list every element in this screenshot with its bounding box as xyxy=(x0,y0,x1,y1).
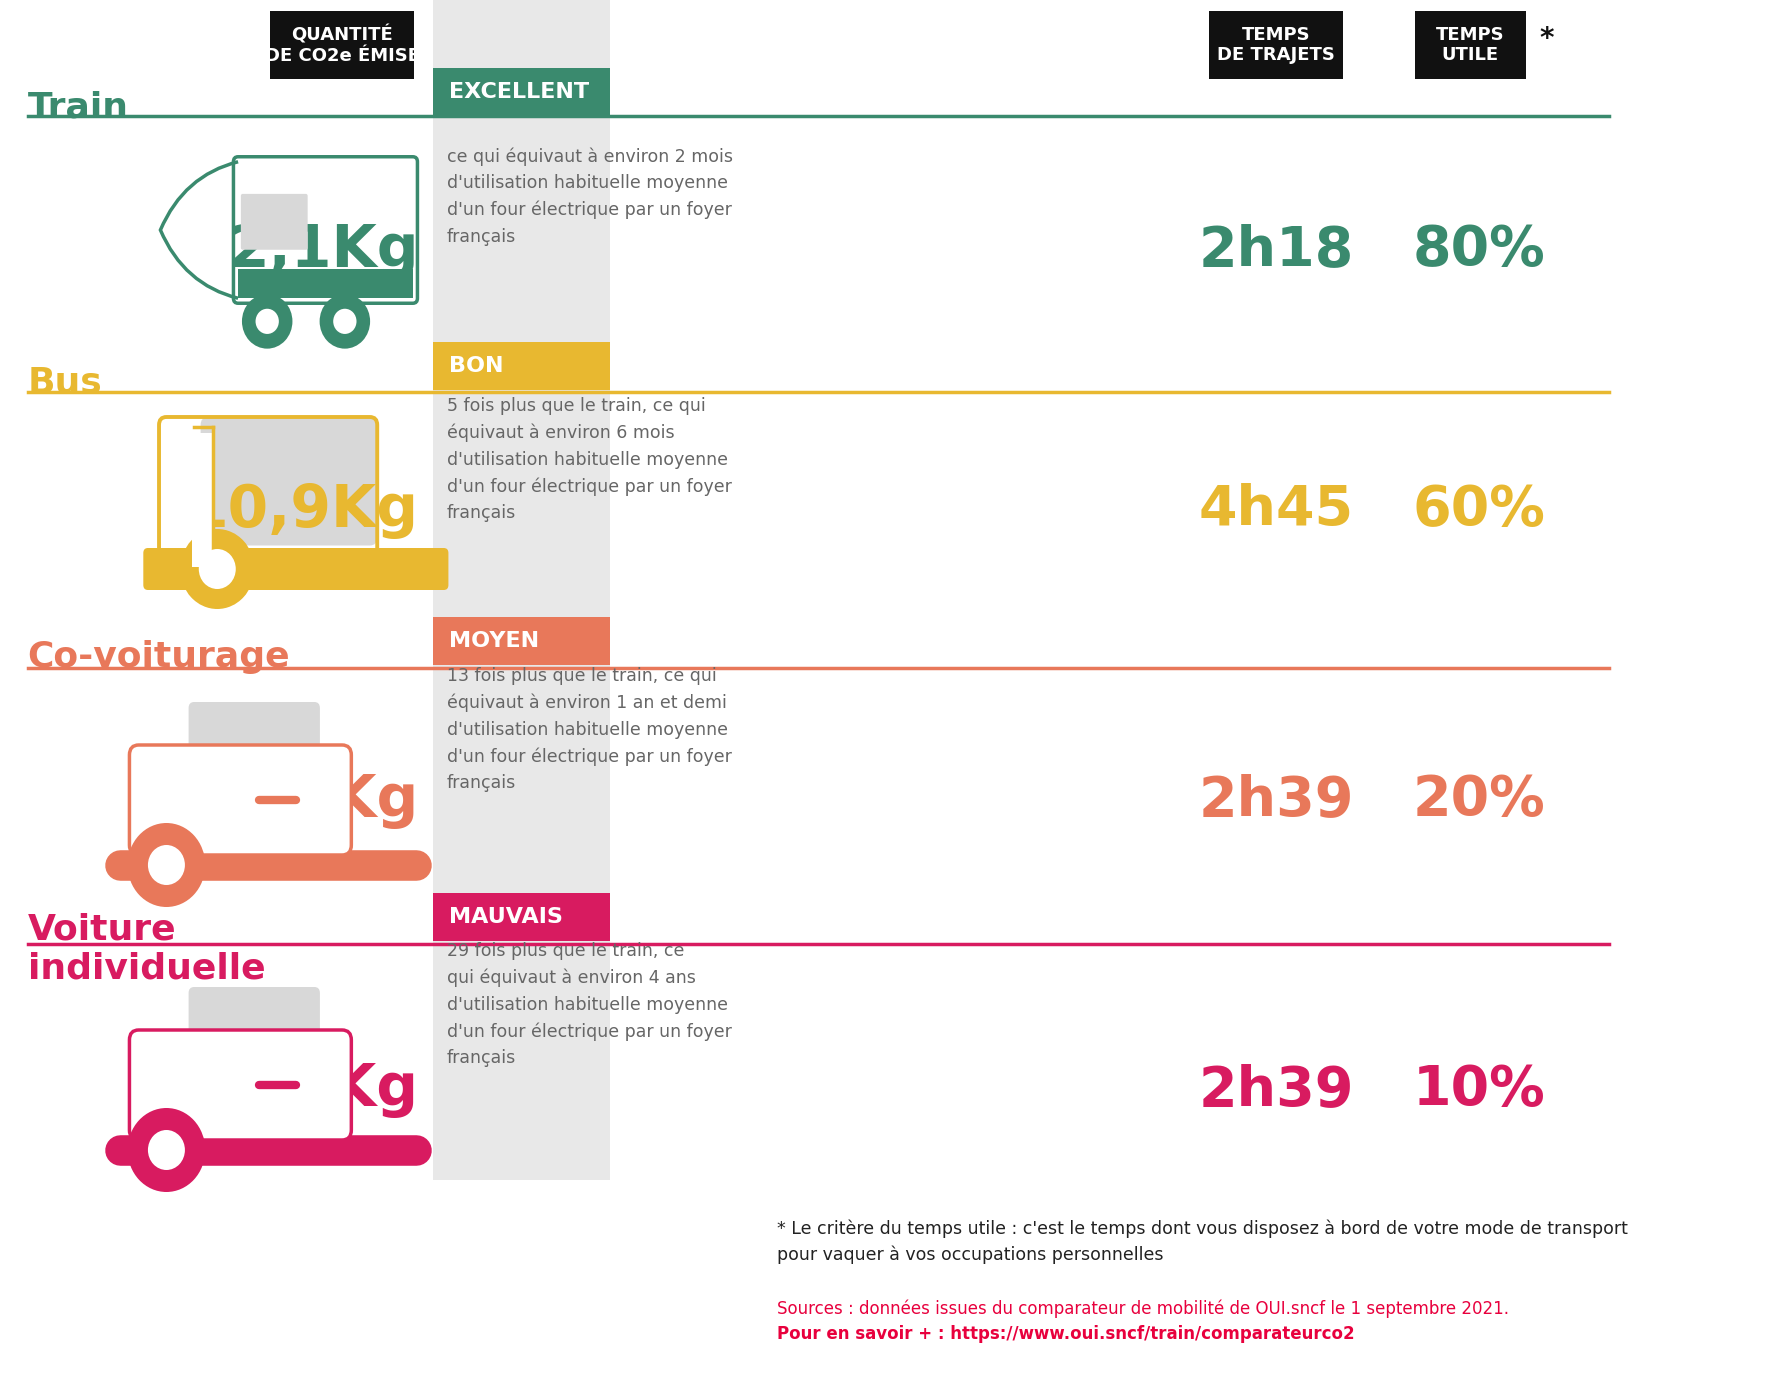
FancyBboxPatch shape xyxy=(433,617,611,665)
Text: QUANTITÉ
DE CO2e ÉMISE: QUANTITÉ DE CO2e ÉMISE xyxy=(265,25,420,65)
FancyBboxPatch shape xyxy=(189,702,320,769)
Text: 2h39: 2h39 xyxy=(1197,1063,1353,1116)
FancyBboxPatch shape xyxy=(233,157,417,304)
Text: 20%: 20% xyxy=(1413,773,1545,827)
FancyBboxPatch shape xyxy=(201,417,378,545)
Text: ce qui équivaut à environ 2 mois
d'utilisation habituelle moyenne
d'un four élec: ce qui équivaut à environ 2 mois d'utili… xyxy=(447,148,733,246)
Circle shape xyxy=(127,1108,205,1192)
FancyBboxPatch shape xyxy=(189,987,320,1054)
Text: TEMPS
DE TRAJETS: TEMPS DE TRAJETS xyxy=(1217,26,1335,65)
Circle shape xyxy=(242,294,293,349)
Text: 2,1Kg: 2,1Kg xyxy=(228,222,419,279)
Text: * Le critère du temps utile : c'est le temps dont vous disposez à bord de votre : * Le critère du temps utile : c'est le t… xyxy=(777,1220,1628,1264)
Text: MAUVAIS: MAUVAIS xyxy=(449,907,563,927)
FancyBboxPatch shape xyxy=(129,1029,351,1140)
Text: 5 fois plus que le train, ce qui
équivaut à environ 6 mois
d'utilisation habitue: 5 fois plus que le train, ce qui équivau… xyxy=(447,397,731,522)
Circle shape xyxy=(334,309,357,334)
Circle shape xyxy=(200,549,237,589)
Text: 4h45: 4h45 xyxy=(1199,483,1353,537)
FancyBboxPatch shape xyxy=(143,548,449,591)
Circle shape xyxy=(180,529,254,609)
FancyBboxPatch shape xyxy=(433,893,611,941)
Circle shape xyxy=(148,1130,185,1170)
Text: 13 fois plus que le train, ce qui
équivaut à environ 1 an et demi
d'utilisation : 13 fois plus que le train, ce qui équiva… xyxy=(447,667,731,792)
FancyBboxPatch shape xyxy=(433,342,611,391)
Text: MOYEN: MOYEN xyxy=(449,631,539,651)
Text: Train: Train xyxy=(28,90,129,124)
FancyBboxPatch shape xyxy=(433,68,611,116)
Text: TEMPS
UTILE: TEMPS UTILE xyxy=(1436,26,1505,65)
Text: BON: BON xyxy=(449,356,503,375)
FancyBboxPatch shape xyxy=(240,193,307,250)
FancyBboxPatch shape xyxy=(270,11,413,79)
FancyBboxPatch shape xyxy=(238,269,413,298)
Circle shape xyxy=(256,309,279,334)
Text: Co-voiturage: Co-voiturage xyxy=(28,640,290,673)
Circle shape xyxy=(148,845,185,885)
Text: Sources : données issues du comparateur de mobilité de OUI.sncf le 1 septembre 2: Sources : données issues du comparateur … xyxy=(777,1300,1508,1318)
Text: *: * xyxy=(1540,25,1554,52)
Text: 80%: 80% xyxy=(1413,224,1545,277)
Text: 27,5Kg: 27,5Kg xyxy=(187,771,419,828)
FancyBboxPatch shape xyxy=(129,745,351,856)
Text: Voiture
individuelle: Voiture individuelle xyxy=(28,912,265,985)
Text: 2h18: 2h18 xyxy=(1197,224,1353,277)
Text: 10,9Kg: 10,9Kg xyxy=(187,482,419,538)
Bar xyxy=(192,433,212,567)
Text: 2h39: 2h39 xyxy=(1197,773,1353,827)
Text: 10%: 10% xyxy=(1413,1063,1545,1116)
Circle shape xyxy=(320,294,371,349)
FancyBboxPatch shape xyxy=(1415,11,1526,79)
FancyBboxPatch shape xyxy=(1210,11,1342,79)
Text: 60,2Kg: 60,2Kg xyxy=(187,1061,419,1119)
Bar xyxy=(433,0,611,1180)
Text: Pour en savoir + : https://www.oui.sncf/train/comparateurco2: Pour en savoir + : https://www.oui.sncf/… xyxy=(777,1325,1355,1343)
Text: 60%: 60% xyxy=(1413,483,1545,537)
Text: EXCELLENT: EXCELLENT xyxy=(449,81,590,102)
Circle shape xyxy=(127,822,205,907)
Text: Bus: Bus xyxy=(28,364,102,399)
Text: 29 fois plus que le train, ce
qui équivaut à environ 4 ans
d'utilisation habitue: 29 fois plus que le train, ce qui équiva… xyxy=(447,943,731,1067)
